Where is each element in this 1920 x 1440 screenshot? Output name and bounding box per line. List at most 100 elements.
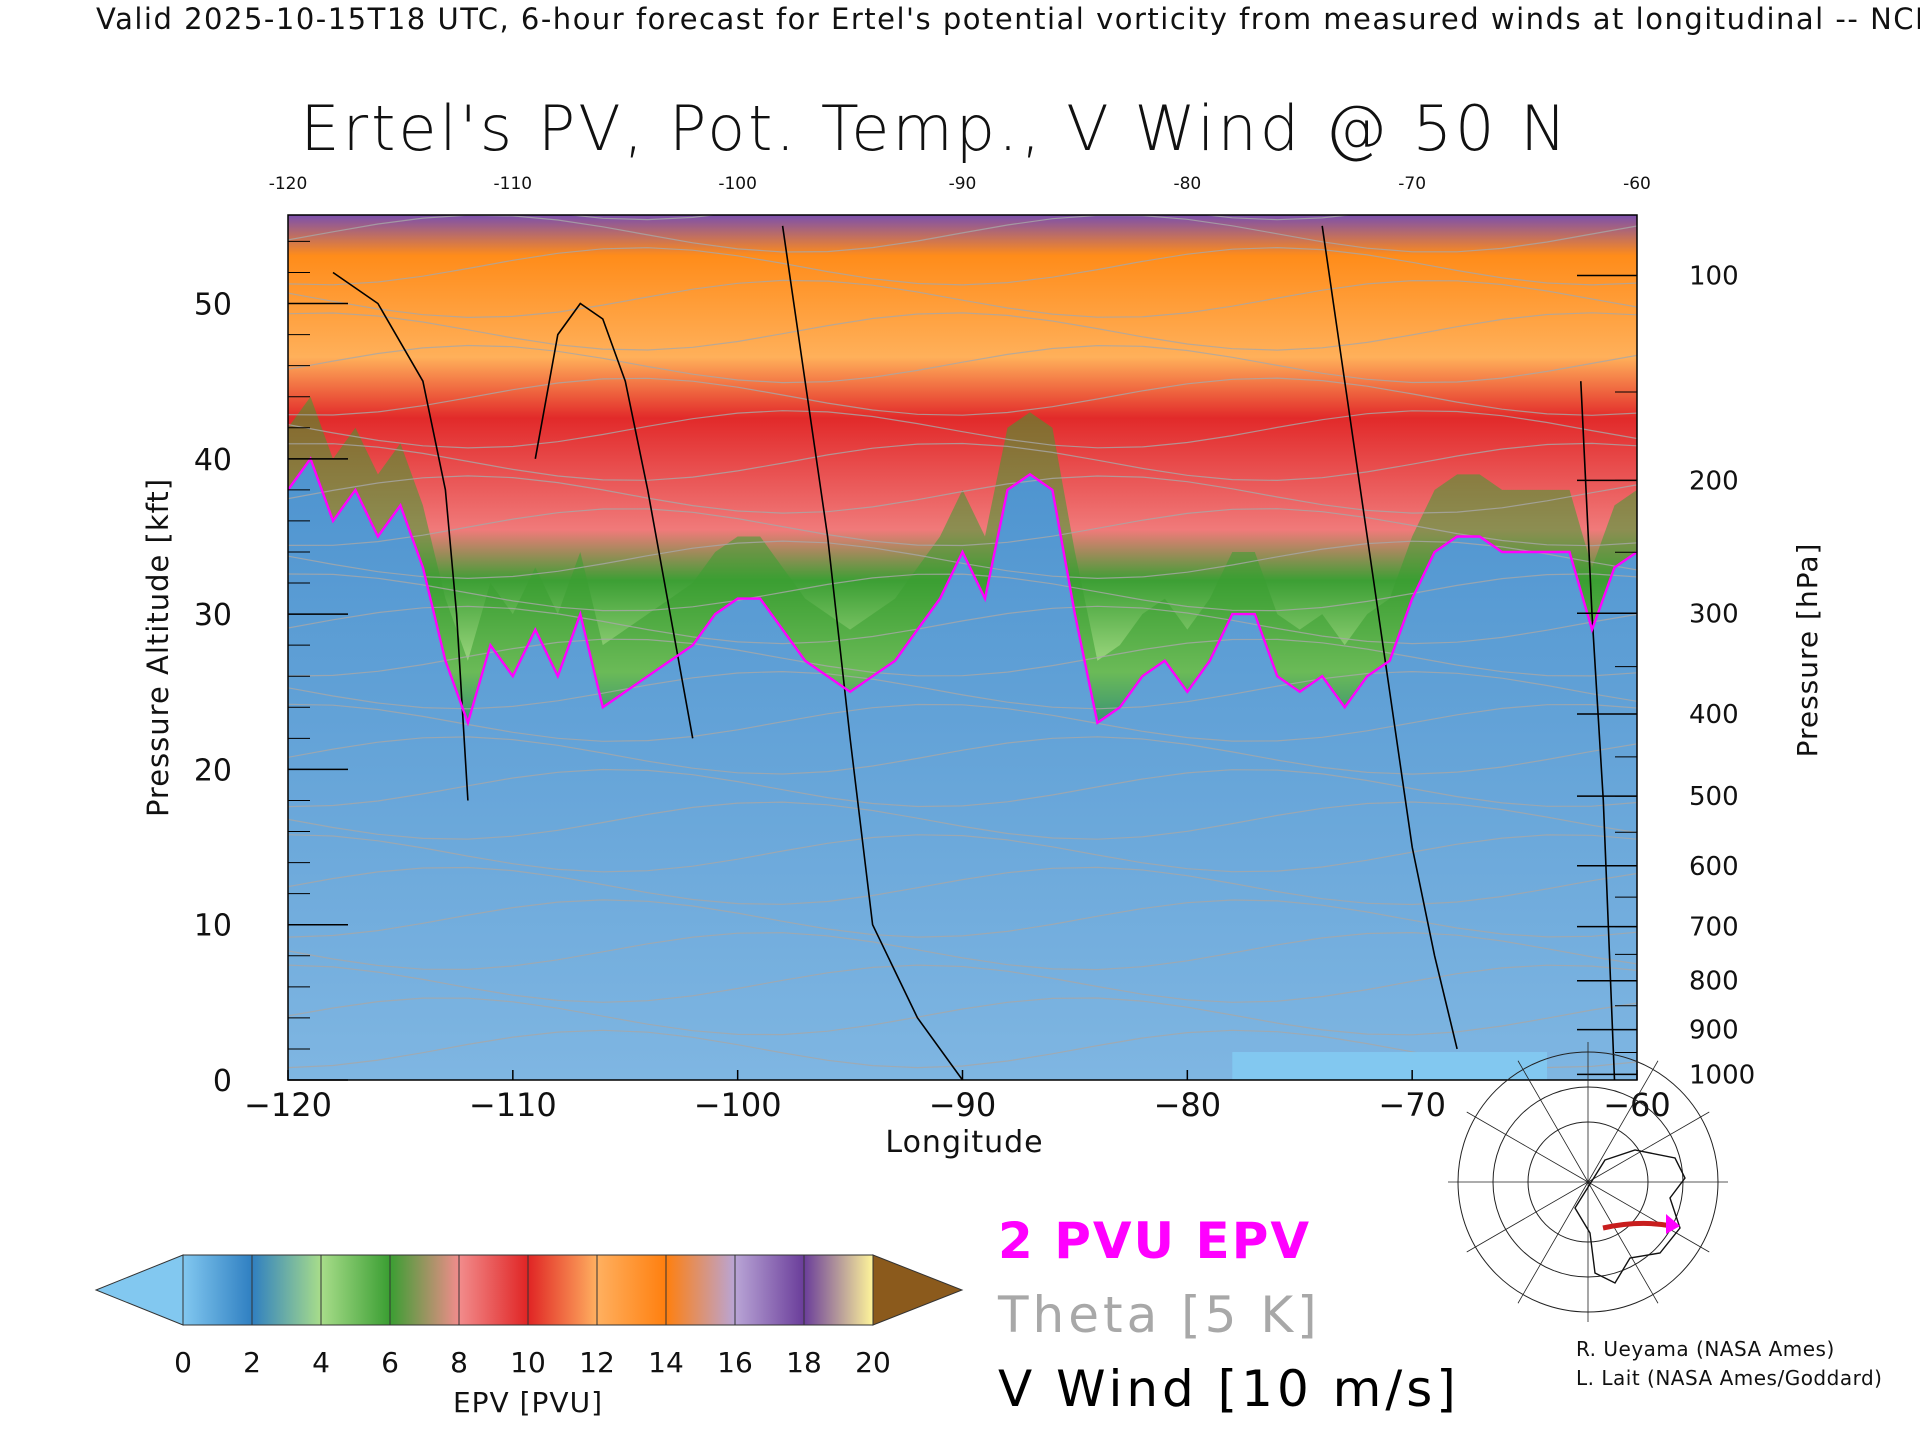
theta-isentrope <box>288 279 1637 319</box>
stratosphere-fill <box>288 215 1637 723</box>
theta-isentrope <box>288 215 1637 253</box>
theta-isentrope <box>288 246 1637 286</box>
colorbar-min-extend <box>94 1254 184 1326</box>
colorbar-segment <box>803 1254 874 1326</box>
theta-isentrope <box>288 1029 1637 1069</box>
x-tick-label: −60 <box>1603 1086 1671 1124</box>
chart-title-text: Ertel's PV, Pot. Temp., V Wind @ 50 N <box>300 92 1570 165</box>
map-meridian <box>1466 1111 1589 1183</box>
colorbar-tick-label: 2 <box>243 1346 261 1379</box>
pressure-tick-label: 100 <box>1689 261 1739 291</box>
theta-isentrope <box>288 410 1637 449</box>
pressure-tick-label: 500 <box>1689 782 1739 812</box>
colorbar-tick-label: 20 <box>855 1346 891 1379</box>
pressure-tick-label: 400 <box>1689 700 1739 730</box>
top-tick-label: -70 <box>1398 174 1426 194</box>
x-tick-label: −110 <box>469 1086 557 1124</box>
map-marker <box>1666 1214 1680 1234</box>
top-tick-label: -110 <box>494 174 533 194</box>
v-wind-contour <box>781 225 964 1080</box>
pressure-tick-label: 700 <box>1689 913 1739 943</box>
theta-isentrope <box>288 344 1637 384</box>
theta-isentrope <box>288 475 1637 514</box>
theta-isentrope <box>288 540 1637 580</box>
theta-isentrope <box>288 931 1637 971</box>
map-meridian <box>1466 1181 1589 1253</box>
y-axis-label: Pressure Altitude [kft] <box>141 478 175 817</box>
pressure-tick-label: 1000 <box>1689 1060 1755 1090</box>
theta-isentrope <box>288 442 1637 482</box>
v-wind-contour <box>1321 225 1458 1050</box>
colorbar-segment <box>320 1254 391 1326</box>
y-tick-label: 30 <box>194 598 232 633</box>
theta-isentrope <box>288 638 1637 677</box>
colorbar-tick-label: 8 <box>450 1346 468 1379</box>
v-wind-contour <box>534 302 694 739</box>
valid-time-banner: Valid 2025-10-15T18 UTC, 6-hour forecast… <box>96 2 1920 36</box>
theta-isentrope <box>288 703 1637 742</box>
credit-line-1: R. Ueyama (NASA Ames) <box>1576 1337 1835 1361</box>
v-wind-contour <box>1580 381 1616 1080</box>
colorbar-segment <box>596 1254 667 1326</box>
surface-low-pv <box>1232 1052 1548 1080</box>
colorbar-tick-label: 0 <box>174 1346 192 1379</box>
map-meridian <box>1587 1181 1659 1304</box>
theta-isentrope <box>288 117 1637 154</box>
pressure-tick-label: 900 <box>1689 1016 1739 1046</box>
theta-isentrope <box>288 899 1637 938</box>
theta-isentrope <box>288 605 1637 645</box>
colorbar-segment <box>251 1254 322 1326</box>
colorbar-tick-label: 6 <box>381 1346 399 1379</box>
top-tick-label: -100 <box>718 174 757 194</box>
pressure-tick-label: 800 <box>1689 967 1739 997</box>
legend-v-wind: V Wind [10 m/s] <box>998 1360 1460 1418</box>
colorbar-segment <box>389 1254 460 1326</box>
map-meridian <box>1517 1060 1589 1183</box>
legend-2pvu-epv: 2 PVU EPV <box>998 1212 1312 1270</box>
theta-isentrope <box>288 997 1637 1036</box>
credit-line-2: L. Lait (NASA Ames/Goddard) <box>1576 1366 1883 1390</box>
colorbar-max-extend <box>872 1254 964 1326</box>
colorbar-segment <box>182 1254 253 1326</box>
top-tick-label: -90 <box>949 174 977 194</box>
x-tick-label: −70 <box>1378 1086 1446 1124</box>
v-wind-contour <box>332 271 469 801</box>
x-tick-label: −90 <box>929 1086 997 1124</box>
colorbar-segment <box>527 1254 598 1326</box>
colorbar-tick-label: 16 <box>717 1346 753 1379</box>
chart-title: Ertel's PV, Pot. Temp., V Wind @ 50 N <box>0 92 1920 165</box>
map-meridian <box>1587 1060 1659 1183</box>
y-tick-label: 20 <box>194 753 232 788</box>
x-axis-label: Longitude <box>885 1125 1043 1160</box>
map-meridian <box>1587 1111 1710 1183</box>
top-tick-label: -60 <box>1623 174 1651 194</box>
x-tick-label: −80 <box>1154 1086 1222 1124</box>
top-tick-label: -120 <box>269 174 308 194</box>
colorbar-tick-label: 18 <box>786 1346 822 1379</box>
pressure-tick-label: 200 <box>1689 466 1739 496</box>
y-tick-label: 0 <box>213 1064 232 1099</box>
x-tick-label: −120 <box>244 1086 332 1124</box>
theta-isentrope <box>288 670 1637 710</box>
theta-isentrope <box>288 736 1637 775</box>
theta-isentrope <box>288 312 1637 351</box>
theta-isentrope <box>288 834 1637 873</box>
theta-isentrope <box>288 508 1637 547</box>
x-tick-label: −100 <box>694 1086 782 1124</box>
colorbar-tick-label: 10 <box>510 1346 546 1379</box>
theta-isentrope <box>288 85 1637 122</box>
colorbar-segment <box>665 1254 736 1326</box>
tropopause-2pvu-line <box>288 456 1637 727</box>
colorbar-label: EPV [PVU] <box>453 1386 603 1419</box>
pressure-tick-label: 300 <box>1689 599 1739 629</box>
colorbar-tick-label: 12 <box>579 1346 615 1379</box>
map-meridian <box>1517 1181 1589 1304</box>
map-meridian <box>1587 1181 1710 1253</box>
y-tick-label: 40 <box>194 443 232 478</box>
y-tick-label: 10 <box>194 909 232 944</box>
colorbar-tick-label: 14 <box>648 1346 684 1379</box>
y-tick-label: 50 <box>194 288 232 323</box>
y2-axis-label: Pressure [hPa] <box>1791 543 1824 758</box>
pressure-tick-label: 600 <box>1689 852 1739 882</box>
